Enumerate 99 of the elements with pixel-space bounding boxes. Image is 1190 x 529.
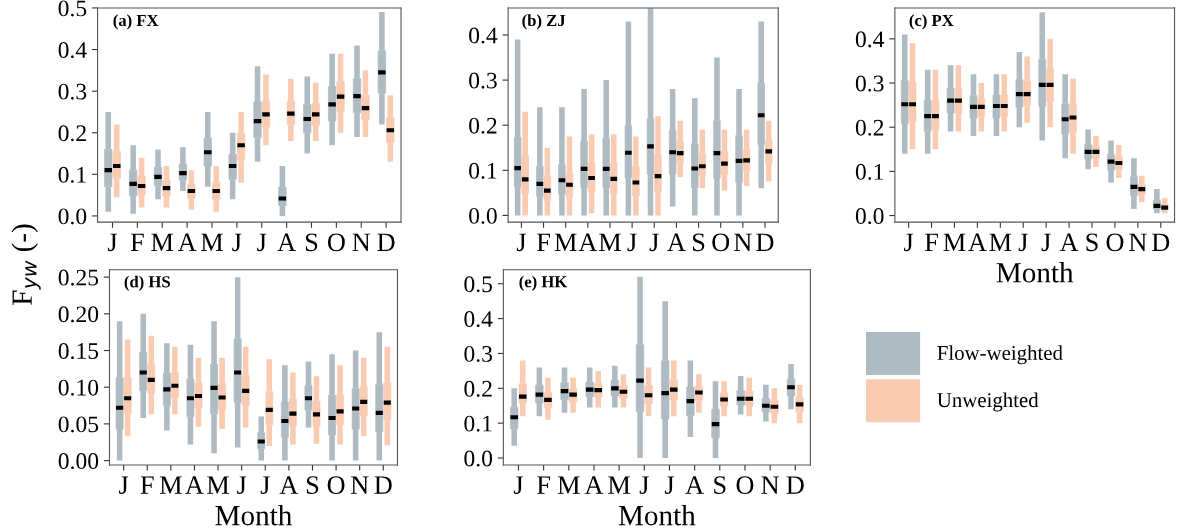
chart-title: (b) ZJ xyxy=(522,14,566,30)
x-tick-label: O xyxy=(327,233,345,252)
y-tick-label: 0.2 xyxy=(464,380,492,397)
x-tick-label: D xyxy=(1152,233,1170,251)
x-tick-label: O xyxy=(327,476,345,494)
y-tick-label: 0.1 xyxy=(58,166,86,183)
x-tick-label: N xyxy=(734,233,752,251)
x-tick-label: J xyxy=(513,476,524,494)
x-tick-label: A xyxy=(968,233,987,251)
y-tick-label: 0.4 xyxy=(469,27,498,44)
x-tick-label: A xyxy=(1059,233,1079,251)
y-tick-label: 0.5 xyxy=(58,0,87,17)
x-tick-label: J xyxy=(1018,233,1028,252)
y-tick-label: 0.15 xyxy=(58,343,99,360)
y-tick-label: 0.0 xyxy=(855,208,884,225)
x-tick-label: J xyxy=(664,476,675,494)
y-tick-label: 0.2 xyxy=(855,119,884,136)
x-tick-label: J xyxy=(904,233,914,252)
x-tick-label: F xyxy=(537,476,551,494)
y-tick-label: 0.10 xyxy=(58,379,99,396)
y-tick-label: 0.3 xyxy=(464,345,493,362)
y-tick-label: 0.1 xyxy=(469,162,497,179)
y-tick-label: 0.20 xyxy=(58,306,99,323)
x-tick-label: O xyxy=(712,233,730,252)
y-tick-label: 0.2 xyxy=(469,117,497,134)
x-axis-title: Month xyxy=(215,504,292,526)
legend-label: Unweighted xyxy=(937,392,1039,412)
x-tick-label: J xyxy=(627,233,637,252)
x-tick-label: M xyxy=(554,233,577,251)
chart-title: (d) HS xyxy=(124,275,170,291)
x-tick-label: A xyxy=(685,476,704,494)
x-tick-label: J xyxy=(237,476,247,494)
chart-title: (a) FX xyxy=(113,14,159,30)
y-axis-title: F$_{yw}$ (-) xyxy=(11,224,41,305)
x-tick-label: S xyxy=(306,476,319,494)
x-tick-label: M xyxy=(557,476,580,494)
y-tick-label: 0.0 xyxy=(58,208,87,225)
y-tick-label: 0.1 xyxy=(855,163,884,180)
y-tick-label: 0.05 xyxy=(58,416,99,433)
x-tick-label: J xyxy=(639,476,649,494)
x-tick-label: J xyxy=(260,476,270,494)
x-tick-label: N xyxy=(352,233,371,251)
chart-title: (e) HK xyxy=(519,275,568,291)
x-tick-label: A xyxy=(177,233,197,251)
x-tick-label: M xyxy=(599,233,621,251)
x-tick-label: N xyxy=(1129,233,1147,251)
x-tick-label: D xyxy=(756,233,774,251)
y-tick-label: 0.1 xyxy=(464,415,492,432)
x-tick-label: J xyxy=(516,233,526,252)
x-tick-label: A xyxy=(279,476,299,494)
x-tick-label: A xyxy=(667,233,686,251)
x-tick-label: S xyxy=(305,233,318,252)
x-tick-label: M xyxy=(989,233,1012,251)
y-tick-label: 0.3 xyxy=(469,72,497,89)
x-tick-label: M xyxy=(159,476,182,494)
x-tick-label: J xyxy=(257,233,267,252)
x-tick-label: J xyxy=(119,476,129,494)
x-tick-label: S xyxy=(714,476,726,494)
x-tick-label: D xyxy=(374,476,392,494)
x-tick-label: J xyxy=(649,233,659,252)
x-tick-label: S xyxy=(692,233,705,252)
y-tick-label: 0.0 xyxy=(464,450,493,467)
y-tick-label: 0.5 xyxy=(464,276,493,293)
x-tick-label: S xyxy=(1086,233,1098,252)
x-tick-label: F xyxy=(536,233,550,251)
x-tick-label: A xyxy=(277,233,296,251)
x-tick-label: M xyxy=(201,233,223,251)
y-tick-label: 0.3 xyxy=(58,83,87,100)
x-tick-label: M xyxy=(207,476,230,494)
y-tick-label: 0.4 xyxy=(58,42,87,59)
y-tick-label: 0.0 xyxy=(469,207,497,224)
x-tick-label: F xyxy=(130,233,144,251)
x-tick-label: A xyxy=(185,476,204,494)
x-tick-label: J xyxy=(232,233,242,252)
x-tick-label: M xyxy=(943,233,966,251)
x-tick-label: O xyxy=(1106,233,1124,252)
x-tick-label: N xyxy=(761,476,780,494)
x-axis-title: Month xyxy=(996,262,1074,283)
chart-title: (c) PX xyxy=(909,14,954,30)
x-tick-label: M xyxy=(608,476,631,494)
x-tick-label: A xyxy=(578,233,598,251)
x-tick-label: J xyxy=(1041,233,1051,252)
legend-label: Flow-weighted xyxy=(937,345,1063,365)
x-tick-label: M xyxy=(151,233,174,251)
y-tick-label: 0.4 xyxy=(464,311,493,328)
x-tick-label: D xyxy=(377,233,395,251)
y-tick-label: 0.00 xyxy=(58,453,99,470)
x-tick-label: J xyxy=(107,233,118,252)
x-tick-label: D xyxy=(786,476,804,494)
y-tick-label: 0.4 xyxy=(855,31,885,48)
x-tick-label: A xyxy=(584,476,604,494)
y-tick-label: 0.3 xyxy=(855,75,884,92)
y-tick-label: 0.25 xyxy=(58,269,99,286)
x-tick-label: F xyxy=(924,233,938,251)
x-axis-title: Month xyxy=(618,504,696,526)
x-tick-label: O xyxy=(736,476,754,494)
y-tick-label: 0.2 xyxy=(58,125,86,142)
x-tick-label: F xyxy=(140,476,154,494)
x-tick-label: N xyxy=(350,476,369,494)
